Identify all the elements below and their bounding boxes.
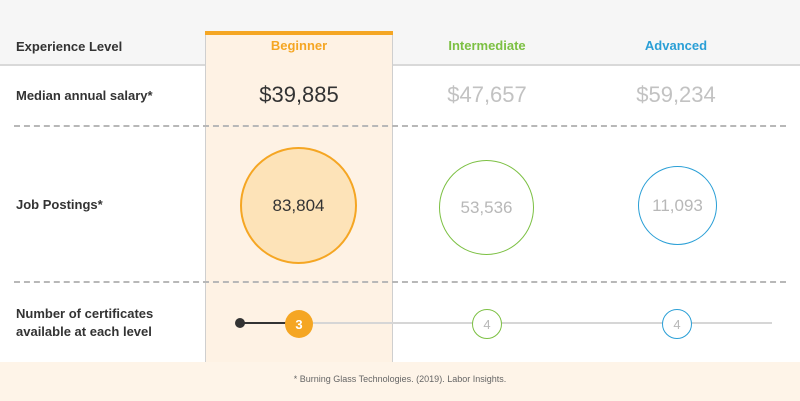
certificate-count-beginner[interactable]: 3 [285, 310, 313, 338]
row-divider [14, 281, 786, 283]
certificate-count-intermediate[interactable]: 4 [472, 309, 502, 339]
job-postings-bubble-advanced: 11,093 [638, 166, 717, 245]
job-postings-bubble-intermediate: 53,536 [439, 160, 534, 255]
track-start-dot [235, 318, 245, 328]
column-header-advanced[interactable]: Advanced [644, 38, 708, 53]
certificates-track [240, 322, 772, 324]
salary-row-label: Median annual salary* [16, 88, 153, 103]
job-postings-row-label: Job Postings* [16, 197, 103, 212]
certificates-row-label-line2: available at each level [16, 324, 152, 339]
source-footnote: * Burning Glass Technologies. (2019). La… [293, 374, 507, 384]
beginner-column-topbar [205, 31, 393, 35]
certificates-track-active [240, 322, 298, 324]
experience-level-header: Experience Level [16, 39, 123, 54]
salary-intermediate: $47,657 [447, 82, 527, 107]
salary-beginner: $39,885 [259, 82, 339, 107]
row-divider [14, 125, 786, 127]
header-band [0, 0, 800, 66]
salary-advanced: $59,234 [636, 82, 716, 107]
job-postings-bubble-beginner: 83,804 [240, 147, 357, 264]
certificates-row-label-line1: Number of certificates [16, 306, 154, 321]
footer-band [0, 362, 800, 401]
column-header-intermediate[interactable]: Intermediate [448, 38, 526, 53]
column-header-beginner[interactable]: Beginner [270, 38, 328, 53]
certificate-count-advanced[interactable]: 4 [662, 309, 692, 339]
